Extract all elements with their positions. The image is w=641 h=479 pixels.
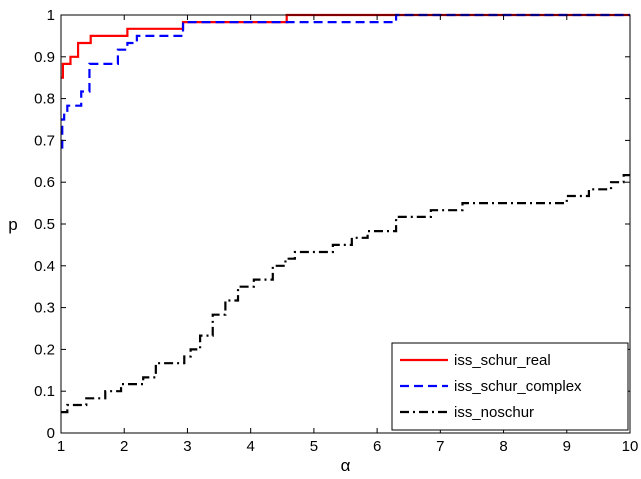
y-tick-label: 0.9 — [34, 49, 55, 66]
series-layer — [61, 13, 630, 414]
legend: iss_schur_real iss_schur_complex iss_nosch… — [391, 342, 629, 431]
x-tick-label: 10 — [622, 438, 639, 455]
y-tick-label: 0.8 — [34, 91, 55, 108]
y-axis-label: p — [8, 215, 17, 234]
series-line-iss-schur-complex — [61, 13, 630, 149]
y-tick-label: 0.7 — [34, 132, 55, 149]
x-tick-label: 8 — [499, 438, 507, 455]
y-tick-label: 1 — [47, 7, 55, 24]
y-tick-label: 0.2 — [34, 341, 55, 358]
legend-label-iss-noschur: iss_noschur — [454, 404, 534, 421]
x-tick-label: 6 — [373, 438, 381, 455]
x-axis-label: α — [341, 456, 351, 475]
x-tick-label: 5 — [310, 438, 318, 455]
y-tick-label: 0.5 — [34, 216, 55, 233]
x-tick-label: 9 — [563, 438, 571, 455]
legend-label-iss-schur-real: iss_schur_real — [454, 352, 551, 369]
y-tick-label: 0.4 — [34, 258, 55, 275]
y-tick-label: 0 — [47, 425, 55, 442]
x-tick-label: 2 — [120, 438, 128, 455]
legend-label-iss-schur-complex: iss_schur_complex — [454, 378, 582, 395]
x-tick-label: 7 — [436, 438, 444, 455]
ticks: 1 2 3 4 5 6 7 8 9 10 0 0.1 0.2 0.3 0.4 0.5 0.6 0.7 0.8 0.9 1 — [34, 7, 638, 455]
x-tick-label: 3 — [183, 438, 191, 455]
series-line-iss-noschur — [61, 173, 630, 414]
x-tick-label: 4 — [246, 438, 254, 455]
y-tick-label: 0.3 — [34, 300, 55, 317]
y-tick-label: 0.6 — [34, 174, 55, 191]
y-tick-label: 0.1 — [34, 383, 55, 400]
x-tick-label: 1 — [57, 438, 65, 455]
